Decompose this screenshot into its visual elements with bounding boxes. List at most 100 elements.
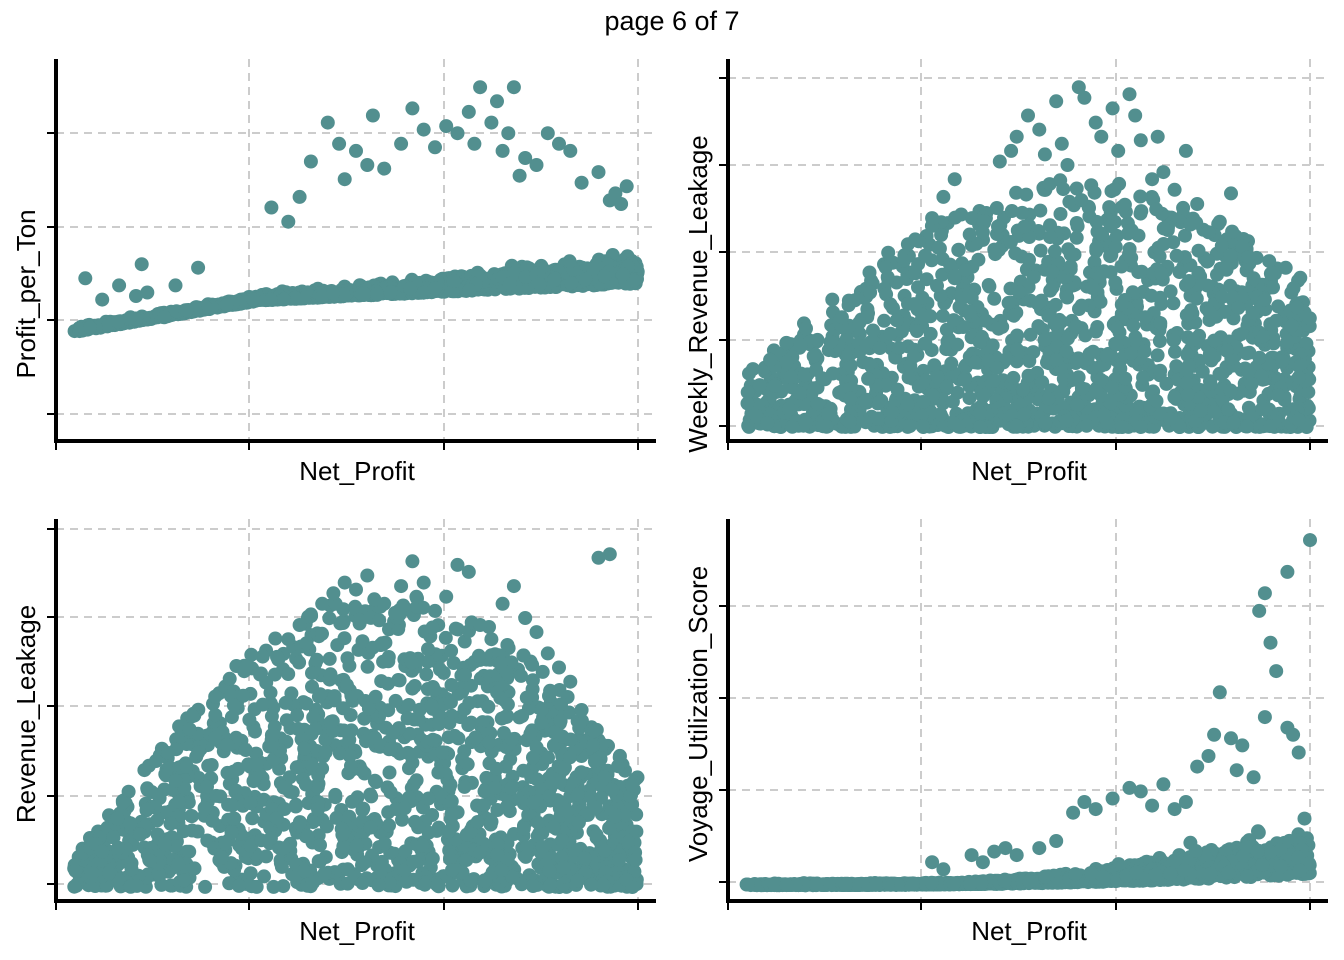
data-point [1214,238,1229,253]
data-point [1226,415,1241,430]
data-point [134,257,149,272]
data-point [428,603,442,618]
data-point [793,338,808,353]
data-point [535,664,550,679]
data-point [364,789,379,804]
data-point [1215,289,1230,304]
data-point [1047,316,1062,331]
data-point [293,816,307,831]
data-point [1071,80,1086,95]
data-point [1003,235,1018,249]
data-point [142,853,157,868]
data-point [1299,336,1314,351]
data-point [327,689,342,704]
data-point [421,642,435,657]
data-point [1156,221,1171,236]
data-point [1156,165,1171,180]
data-point [208,708,223,723]
data-point [336,616,351,630]
data-point [337,172,352,187]
data-point [1219,343,1234,358]
data-point [462,283,477,297]
data-point [933,407,948,422]
data-point [583,789,598,804]
data-point [958,263,973,277]
data-point [360,158,375,172]
data-point [1012,285,1027,300]
data-point [1059,413,1074,428]
data-point [1144,288,1159,303]
data-point [608,809,623,824]
data-point [877,313,892,328]
data-point [870,396,885,411]
data-point [745,362,760,377]
data-point [1156,237,1171,251]
data-point [1103,396,1118,411]
data-point [464,678,478,693]
data-point [1074,381,1089,396]
data-point [185,709,200,724]
data-point [1088,324,1103,339]
data-point [902,419,917,433]
data-point [274,859,289,874]
data-point [908,232,923,247]
data-point [989,201,1004,215]
data-point [428,281,443,296]
data-point [219,298,234,313]
data-point [1180,348,1195,363]
data-point [529,740,544,755]
data-point [577,851,592,866]
data-point [325,286,340,301]
data-point [447,728,462,743]
data-point [516,821,531,836]
data-point [500,638,515,652]
data-point [197,801,212,815]
data-point [323,714,338,729]
data-point [628,852,643,867]
data-point [336,839,351,854]
data-point [1128,108,1143,123]
data-point [111,840,126,855]
data-point [315,626,329,641]
data-point [1042,177,1057,192]
data-point [303,607,318,622]
data-point [267,667,282,682]
data-point [299,696,314,711]
data-point [918,248,933,263]
data-point [425,851,440,866]
data-point [281,214,296,229]
data-point [1085,280,1100,295]
data-point [382,818,396,833]
data-point [1217,304,1232,319]
data-point [880,270,895,285]
data-point [500,799,514,814]
data-point [1017,407,1032,422]
data-point [782,402,796,416]
data-point [1056,371,1071,386]
data-point [947,172,962,187]
data-point [151,866,166,881]
data-point [1128,330,1143,345]
data-point [151,788,166,802]
data-point [404,655,419,670]
data-point [358,855,372,870]
data-point [1219,260,1234,275]
data-point [1188,414,1202,429]
data-point [328,787,343,802]
data-point [1009,129,1024,144]
data-point [471,648,486,663]
data-point [1053,207,1068,221]
data-point [123,310,138,325]
data-point [157,310,172,325]
data-point [1102,200,1117,215]
data-point [494,711,509,726]
data-point [371,878,386,893]
data-point [140,802,155,817]
data-point [515,709,530,723]
data-point [488,780,502,795]
data-point [482,735,497,750]
data-point [305,666,319,681]
data-point [1241,365,1256,380]
data-point [222,671,237,686]
data-point [1001,295,1016,310]
